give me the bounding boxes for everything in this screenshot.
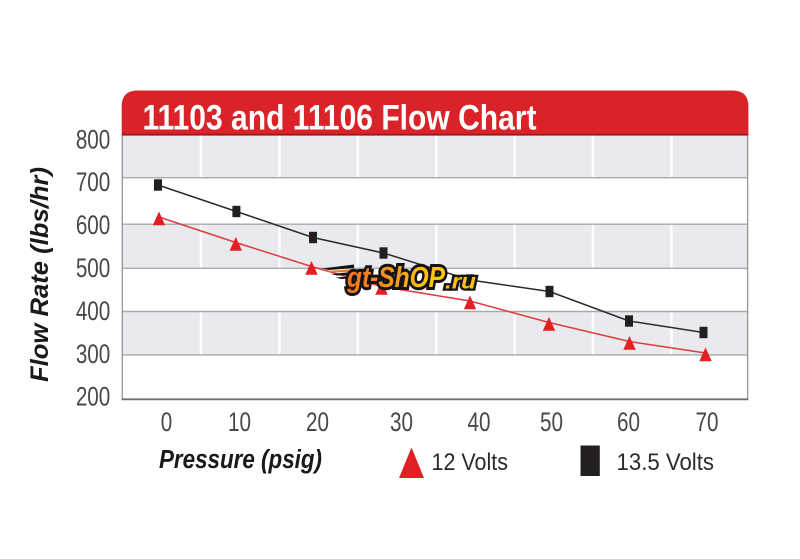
svg-text:500: 500 xyxy=(76,254,110,284)
svg-text:Flow Rate (lbs/hr): Flow Rate (lbs/hr) xyxy=(26,167,54,382)
svg-text:40: 40 xyxy=(468,408,491,438)
svg-text:Pressure (psig): Pressure (psig) xyxy=(159,446,322,474)
svg-text:70: 70 xyxy=(696,408,719,438)
svg-text:.ru: .ru xyxy=(445,271,476,294)
svg-text:30: 30 xyxy=(390,408,413,438)
svg-text:0: 0 xyxy=(161,408,172,438)
svg-text:800: 800 xyxy=(76,125,110,155)
svg-text:50: 50 xyxy=(540,408,563,438)
svg-text:60: 60 xyxy=(617,408,640,438)
svg-text:300: 300 xyxy=(76,339,110,369)
svg-text:12 Volts: 12 Volts xyxy=(432,449,509,476)
svg-text:600: 600 xyxy=(76,211,110,241)
svg-text:10: 10 xyxy=(228,408,251,438)
svg-text:200: 200 xyxy=(76,382,110,412)
svg-text:20: 20 xyxy=(306,408,329,438)
svg-text:400: 400 xyxy=(76,297,110,327)
svg-text:gt-ShOP: gt-ShOP xyxy=(346,262,445,294)
svg-text:11103 and 11106 Flow Chart: 11103 and 11106 Flow Chart xyxy=(143,98,537,137)
svg-text:13.5 Volts: 13.5 Volts xyxy=(617,449,715,476)
svg-text:700: 700 xyxy=(76,168,110,198)
